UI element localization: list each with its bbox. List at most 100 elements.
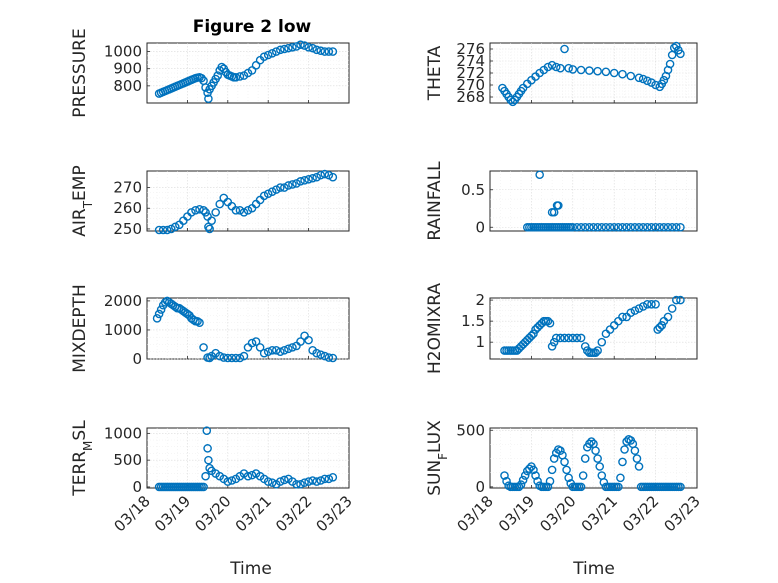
y-tick-label: 1000	[104, 424, 142, 442]
data-point	[263, 50, 273, 60]
x-tick-label: 03/19	[151, 492, 194, 535]
data-point	[312, 172, 321, 182]
data-point	[205, 224, 214, 234]
data-point	[292, 179, 301, 188]
data-point	[255, 343, 265, 352]
data-point	[669, 43, 679, 53]
subplot-rainfall: 0 0.5 RAINFALL	[425, 161, 698, 241]
data-point	[267, 187, 277, 196]
data-point	[643, 222, 652, 232]
data-point	[304, 335, 313, 345]
subplot-mixdepth: 0 1000 2000 MIXDEPTH	[70, 284, 350, 373]
data-point	[676, 482, 685, 492]
x-tick-label: 03/20	[536, 492, 579, 535]
data-point	[518, 475, 528, 485]
data-point	[324, 47, 334, 56]
y-tick-label: 250	[113, 220, 142, 238]
y-tick-label: 2	[475, 291, 485, 309]
data-point	[235, 72, 245, 81]
data-point	[576, 482, 586, 492]
data-point	[193, 316, 202, 326]
data-point	[643, 76, 652, 86]
y-tick-label: 500	[113, 451, 142, 469]
data-point	[508, 97, 518, 107]
data-point	[239, 208, 249, 217]
data-point	[320, 169, 330, 179]
y-tick-label: 260	[113, 199, 142, 217]
data-point	[576, 222, 586, 232]
data-point	[213, 71, 222, 80]
data-point	[205, 353, 214, 363]
data-point	[529, 465, 538, 475]
data-point	[328, 172, 338, 182]
data-point	[328, 47, 338, 56]
data-point	[217, 62, 227, 72]
data-point	[568, 333, 578, 343]
data-point	[276, 477, 285, 486]
data-point	[638, 74, 648, 84]
data-point	[271, 47, 281, 56]
y-tick-label: 1.5	[461, 312, 485, 330]
data-point	[300, 176, 309, 185]
data-point	[597, 337, 607, 347]
data-point	[320, 351, 330, 361]
data-point	[203, 444, 212, 453]
data-point	[667, 222, 677, 232]
y-tick-label: 0	[132, 478, 142, 496]
y-tick-label: 268	[456, 88, 485, 106]
data-point	[231, 72, 241, 82]
data-point	[288, 42, 297, 52]
data-point	[251, 60, 261, 70]
data-point	[545, 476, 555, 486]
data-point	[580, 342, 590, 351]
data-point	[296, 479, 305, 489]
data-point	[328, 353, 338, 363]
data-point	[556, 333, 565, 343]
data-point	[247, 470, 257, 480]
data-point	[154, 225, 164, 235]
data-point	[554, 201, 563, 210]
data-point	[638, 302, 648, 311]
y-axis-label-pressure: PRESSURE	[70, 28, 90, 117]
data-point	[585, 439, 594, 449]
x-axis-label-left: Time	[229, 559, 272, 579]
data-point	[280, 44, 289, 54]
data-point	[572, 222, 582, 232]
y-axis-label-rainfall: RAINFALL	[425, 161, 445, 241]
data-point	[316, 350, 326, 359]
data-point	[263, 347, 273, 357]
data-point	[288, 180, 297, 189]
y-tick-label: 0	[132, 350, 142, 368]
data-point	[609, 222, 619, 232]
data-point	[223, 477, 233, 486]
data-point	[280, 475, 289, 485]
data-point	[593, 222, 602, 232]
data-point	[667, 304, 677, 313]
data-point	[288, 343, 297, 352]
data-point	[663, 222, 673, 232]
y-tick-label: 272	[456, 64, 485, 82]
data-point	[638, 222, 648, 232]
data-point	[215, 351, 225, 361]
data-point	[632, 454, 642, 463]
data-point	[543, 316, 553, 326]
data-point	[564, 63, 573, 73]
data-point	[657, 321, 667, 330]
data-point	[593, 454, 602, 463]
data-point	[556, 63, 565, 73]
data-point	[595, 462, 605, 471]
data-point	[263, 477, 273, 486]
figure-title: Figure 2 low	[193, 17, 312, 37]
data-point	[292, 479, 301, 489]
data-point	[502, 476, 511, 486]
data-point	[585, 66, 594, 75]
data-point	[549, 454, 559, 463]
data-point	[215, 199, 225, 209]
y-axis-label-sun-flux: SUNFLUX	[425, 420, 450, 496]
data-point	[634, 222, 644, 232]
data-point	[204, 455, 213, 465]
data-point	[300, 41, 309, 50]
data-point	[166, 224, 176, 234]
data-point	[162, 225, 172, 235]
data-point	[591, 348, 600, 357]
